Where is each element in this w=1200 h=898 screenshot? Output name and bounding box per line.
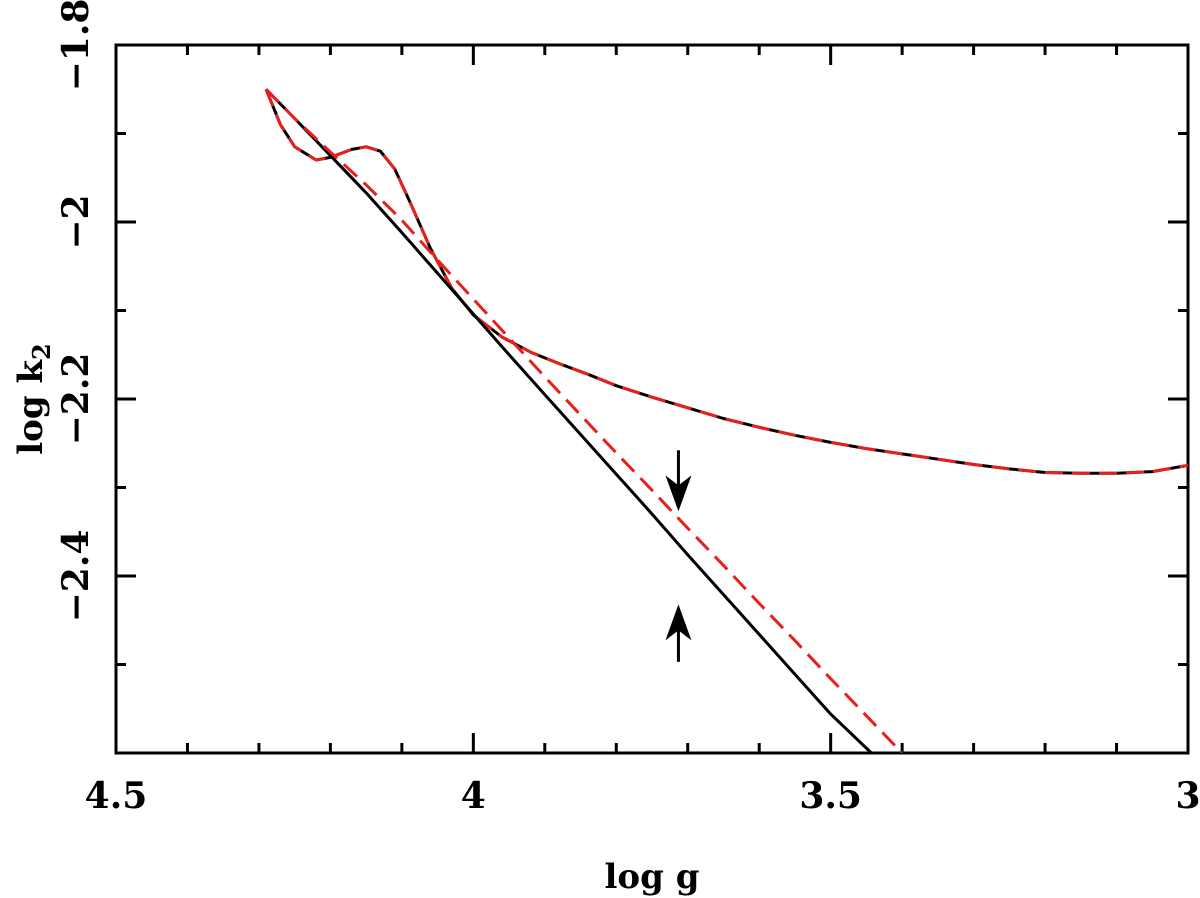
series-line-1-solid [264,88,1188,475]
series-line-3-solid [265,88,873,753]
y-tick-label: −2.2 [55,353,97,446]
arrow-down-head [665,475,692,512]
y-tick-label: −2.4 [55,530,97,623]
plot-frame [114,43,1190,755]
x-axis-label: log g [605,857,700,897]
series-line-4-dashed [265,88,904,753]
x-tick-label: 3 [1175,775,1200,817]
axis-tick-labels: 4.5 4 3.5 3 −2.4 −2.2 −2 −1.8 [55,0,1200,817]
x-tick-label: 4.5 [85,775,148,817]
x-tick-label: 4 [461,775,486,817]
y-axis-label-main: log k [11,359,51,455]
arrow-up-head [665,604,692,641]
y-axis-label: log k2 [11,343,56,454]
y-axis-label-subscript: 2 [27,343,56,360]
series-group [264,88,1188,753]
y-tick-label: −1.8 [55,0,97,91]
axis-ticks [114,43,1190,755]
y-tick-label: −2 [55,194,97,249]
annotations-group [665,450,692,662]
series-line-2-dashed [264,88,1188,475]
x-tick-label: 3.5 [799,775,862,817]
